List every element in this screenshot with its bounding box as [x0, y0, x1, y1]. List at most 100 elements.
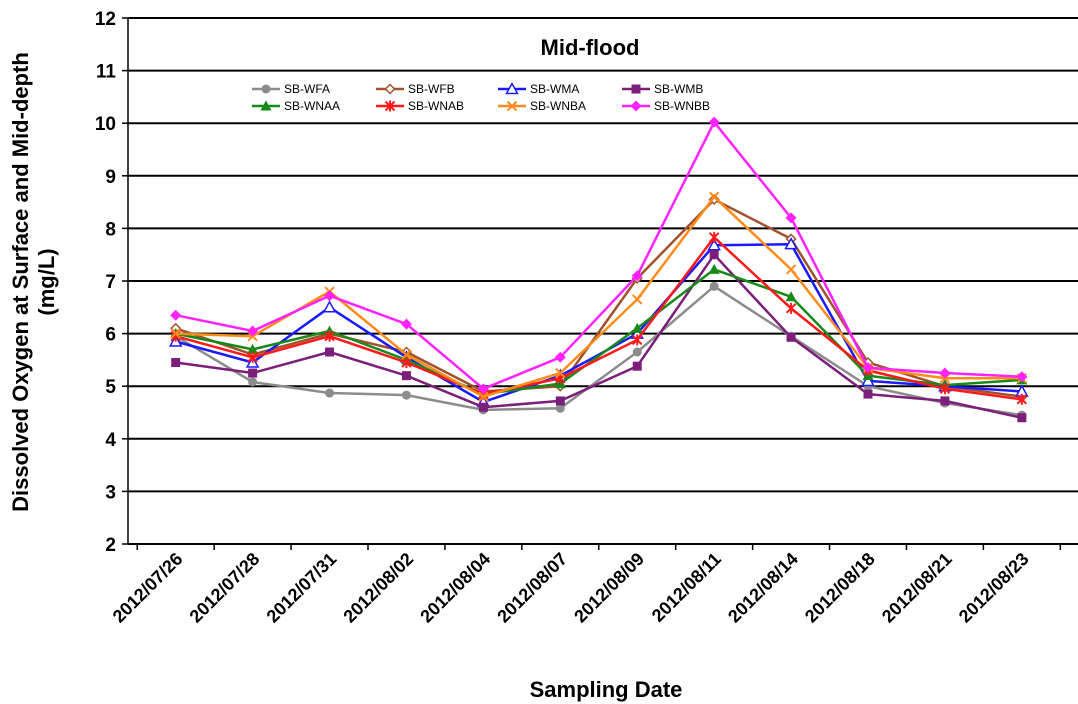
marker	[939, 367, 951, 379]
marker	[170, 328, 181, 339]
y-tick-label: 4	[105, 430, 116, 451]
marker	[555, 367, 566, 379]
legend: SB-WFA SB-WFB SB-WMA SB-WMB SB-WNAA SB-WNAB SB…	[242, 79, 732, 115]
marker	[939, 383, 951, 395]
marker	[632, 347, 642, 357]
marker	[708, 263, 720, 274]
series-layer	[168, 116, 1029, 423]
series-line-SB-WFB	[175, 198, 1022, 398]
legend-item: SB-WFB	[376, 82, 455, 96]
marker	[632, 294, 643, 305]
marker	[709, 250, 719, 260]
marker	[786, 332, 796, 342]
y-tick-label: 3	[105, 482, 116, 503]
legend-item: SB-WMA	[498, 81, 579, 96]
marker	[505, 81, 519, 95]
marker	[324, 290, 336, 302]
marker	[248, 377, 258, 387]
y-tick-labels: 2 3 4 5 6 7 8 9 10 11 12	[95, 9, 117, 556]
y-tick-label: 2	[105, 535, 116, 556]
marker	[708, 231, 720, 243]
marker	[632, 334, 643, 346]
marker	[631, 322, 643, 333]
series-line-SB-WFA	[175, 285, 1022, 417]
marker	[400, 318, 412, 330]
legend-label: SB-WNBA	[530, 99, 586, 113]
marker	[862, 362, 874, 374]
legend-label: SB-WNAB	[408, 99, 464, 113]
marker	[325, 388, 335, 398]
legend-label: SB-WMA	[530, 82, 579, 96]
marker	[478, 402, 488, 412]
series-SB-WMB	[171, 250, 1027, 423]
marker	[708, 116, 720, 128]
marker	[554, 351, 566, 363]
legend-label: SB-WNBB	[654, 99, 710, 113]
marker	[324, 330, 335, 342]
marker	[708, 191, 720, 203]
marker	[863, 389, 873, 399]
legend-item: SB-WNAB	[376, 99, 464, 113]
y-tick-label: 11	[96, 62, 117, 83]
marker	[630, 100, 642, 112]
series-line-SB-WNAB	[175, 236, 1022, 401]
series-SB-WNBB	[170, 116, 1028, 395]
marker	[247, 351, 258, 363]
marker	[384, 100, 396, 112]
legend-label: SB-WFA	[284, 82, 330, 96]
marker	[247, 343, 259, 354]
x-axis-title: Sampling Date	[530, 677, 683, 702]
marker	[261, 84, 271, 94]
marker	[1016, 371, 1028, 383]
marker	[325, 347, 335, 357]
marker	[401, 357, 412, 369]
marker	[384, 83, 396, 95]
marker	[709, 281, 719, 291]
marker	[1017, 413, 1027, 423]
y-tick-label: 12	[95, 9, 116, 30]
marker	[707, 238, 721, 251]
x-tick-label: 2012/08/21	[878, 549, 956, 627]
marker	[248, 368, 258, 378]
x-tick-label: 2012/08/23	[955, 549, 1033, 627]
y-tick-label: 8	[105, 219, 116, 240]
marker	[477, 383, 489, 395]
marker	[247, 325, 259, 337]
marker	[940, 396, 950, 406]
x-tick-labels: 2012/07/26 2012/07/28 2012/07/31 2012/08/02…	[109, 549, 1033, 627]
legend-item: SB-WFA	[252, 82, 330, 96]
marker	[401, 371, 411, 381]
marker	[401, 390, 411, 400]
y-tick-label: 9	[105, 167, 116, 188]
marker	[784, 237, 798, 250]
marker	[170, 309, 182, 321]
marker	[1016, 393, 1028, 405]
x-tick-label: 2012/08/11	[648, 549, 725, 626]
legend-label: SB-WNAA	[284, 99, 340, 113]
marker	[555, 396, 565, 406]
series-line-SB-WNBB	[175, 120, 1022, 391]
marker	[631, 270, 643, 282]
x-tick-label: 2012/08/18	[801, 549, 879, 627]
marker	[631, 84, 641, 94]
marker	[478, 391, 489, 402]
y-tick-label: 5	[105, 377, 116, 398]
x-tick-label: 2012/08/04	[416, 549, 494, 627]
legend-label: SB-WMB	[654, 82, 703, 96]
marker	[785, 264, 797, 275]
marker	[401, 349, 412, 360]
series-line-SB-WMB	[175, 253, 1023, 420]
marker	[785, 302, 797, 314]
marker	[322, 300, 337, 313]
marker	[555, 403, 565, 413]
legend-item: SB-WMB	[622, 82, 703, 96]
legend-item: SB-WNAA	[252, 99, 340, 113]
marker	[785, 212, 797, 224]
x-tick-label: 2012/08/02	[339, 549, 417, 627]
x-tick-label: 2012/07/28	[186, 549, 264, 627]
x-tick-label: 2012/07/31	[263, 549, 341, 627]
x-tick-label: 2012/08/14	[724, 549, 802, 627]
marker	[632, 361, 642, 371]
marker	[506, 100, 518, 112]
